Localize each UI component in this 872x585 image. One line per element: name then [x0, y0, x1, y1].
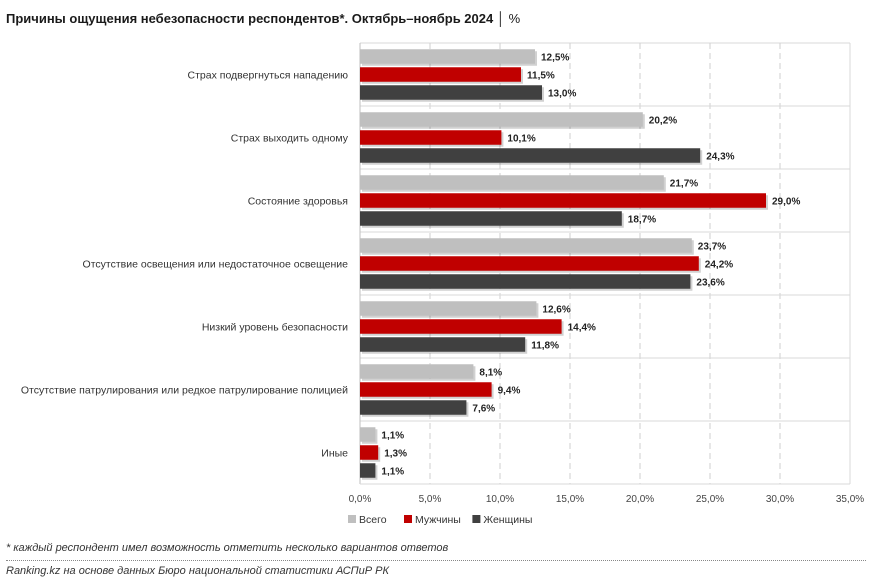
data-label: 1,1%	[381, 431, 404, 442]
bar-Мужчины	[360, 382, 492, 397]
x-tick-label: 10,0%	[486, 494, 514, 505]
bar-Всего	[360, 112, 643, 127]
bar-Женщины	[360, 274, 691, 289]
category-label: Страх выходить одному	[231, 133, 349, 145]
bar-Женщины	[360, 463, 376, 478]
data-label: 1,1%	[381, 467, 404, 478]
bar-Мужчины	[360, 193, 766, 208]
source-note: Ranking.kz на основе данных Бюро национа…	[6, 565, 389, 577]
data-label: 20,2%	[649, 116, 677, 127]
legend-swatch	[404, 515, 412, 523]
category-label: Низкий уровень безопасности	[202, 322, 348, 334]
x-tick-label: 0,0%	[349, 494, 372, 505]
bar-Женщины	[360, 337, 526, 352]
legend-swatch	[472, 515, 481, 523]
bar-Женщины	[360, 85, 542, 100]
x-tick-label: 30,0%	[766, 494, 794, 505]
data-label: 18,7%	[628, 215, 656, 226]
bar-chart: 0,0% 5,0% 10,0% 15,0% 20,0% 25,0% 30,0% 35,0% Ст…	[21, 42, 864, 526]
x-tick-label: 35,0%	[836, 494, 864, 505]
data-label: 14,4%	[568, 323, 596, 334]
data-label: 12,6%	[542, 305, 570, 316]
x-tick-label: 5,0%	[419, 494, 442, 505]
chart-title-text: Причины ощущения небезопасности респонде…	[6, 11, 494, 26]
bar-Мужчины	[360, 445, 379, 460]
footnote: * каждый респондент имел возможность отм…	[6, 542, 449, 554]
divider	[6, 560, 866, 561]
bar-Женщины	[360, 400, 467, 415]
bar-Мужчины	[360, 256, 699, 271]
data-label: 23,7%	[698, 242, 726, 253]
legend-swatch	[348, 515, 356, 523]
data-label: 24,2%	[705, 260, 733, 271]
x-tick-label: 20,0%	[626, 494, 654, 505]
category-label: Отсутствие освещения или недостаточное о…	[83, 259, 349, 271]
bar-Женщины	[360, 211, 622, 226]
data-label: 29,0%	[772, 197, 800, 208]
bar-Женщины	[360, 148, 701, 163]
data-label: 11,5%	[527, 71, 555, 82]
bar-Мужчины	[360, 130, 502, 145]
category-label: Иные	[321, 448, 348, 460]
category-label: Страх подвергнуться нападению	[188, 70, 349, 82]
data-label: 21,7%	[670, 179, 698, 190]
legend-label: Женщины	[483, 514, 532, 526]
legend-label: Всего	[359, 514, 387, 526]
bar-Мужчины	[360, 319, 562, 334]
bar-Мужчины	[360, 67, 521, 82]
data-label: 7,6%	[472, 404, 495, 415]
data-label: 13,0%	[548, 89, 576, 100]
data-label: 24,3%	[706, 152, 734, 163]
data-label: 11,8%	[531, 341, 559, 352]
legend-label: Мужчины	[415, 514, 461, 526]
data-label: 23,6%	[696, 278, 724, 289]
bar-Всего	[360, 364, 474, 379]
category-label: Отсутствие патрулирования или редкое пат…	[21, 385, 348, 397]
data-label: 9,4%	[498, 386, 521, 397]
data-label: 12,5%	[541, 53, 569, 64]
chart-title: Причины ощущения небезопасности респонде…	[6, 11, 521, 26]
bar-Всего	[360, 427, 376, 442]
bar-Всего	[360, 49, 535, 64]
data-label: 8,1%	[479, 368, 502, 379]
bar-Всего	[360, 238, 692, 253]
bar-Всего	[360, 175, 664, 190]
chart-title-unit: %	[508, 11, 521, 26]
data-label: 1,3%	[384, 449, 407, 460]
x-tick-label: 25,0%	[696, 494, 724, 505]
x-tick-label: 15,0%	[556, 494, 584, 505]
data-label: 10,1%	[507, 134, 535, 145]
bar-Всего	[360, 301, 537, 316]
category-label: Состояние здоровья	[248, 196, 348, 208]
